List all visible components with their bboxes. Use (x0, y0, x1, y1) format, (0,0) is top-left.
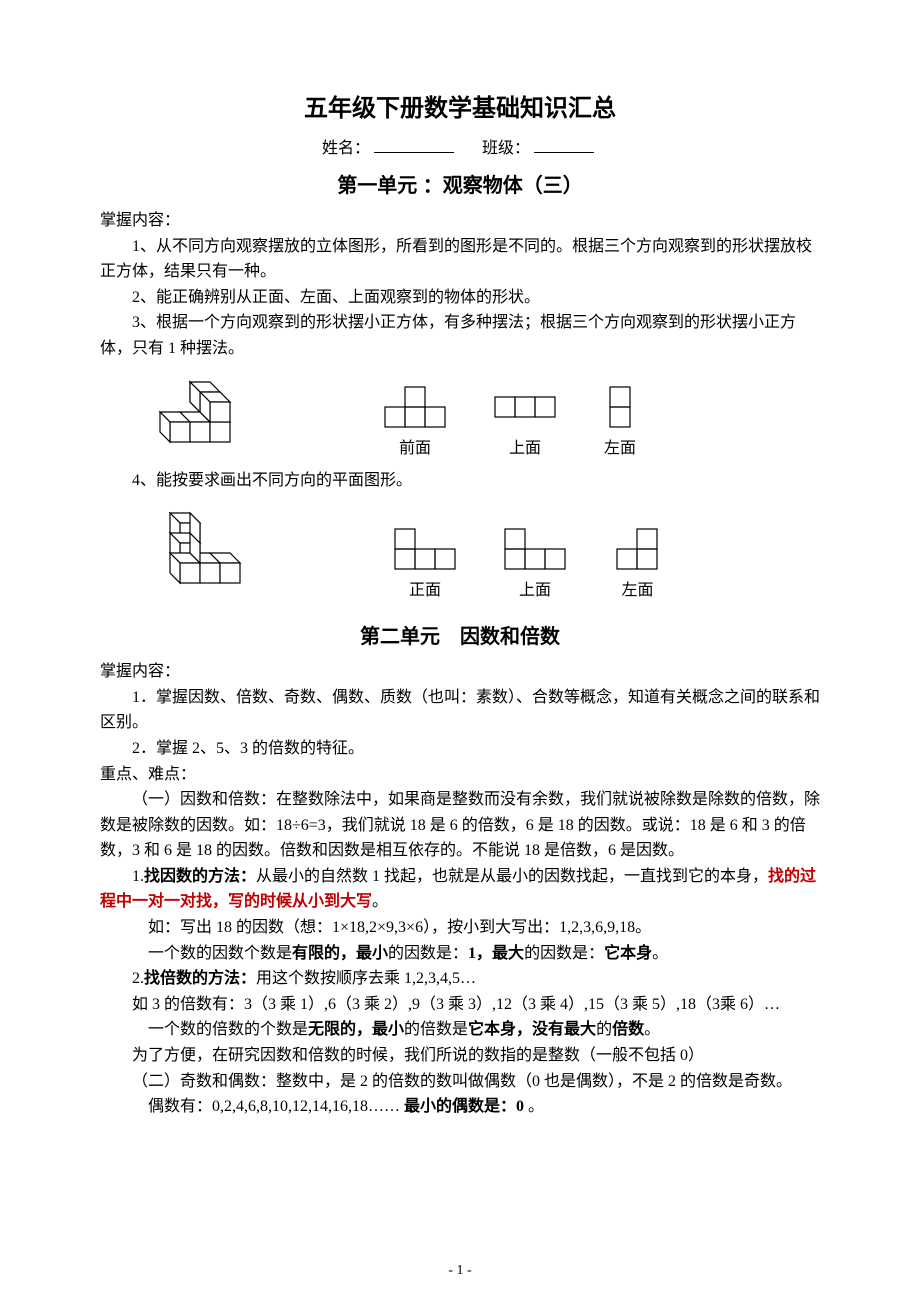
u1-p1: 1、从不同方向观察摆放的立体图形，所看到的图形是不同的。根据三个方向观察到的形状… (100, 234, 820, 285)
u2-p6e: 的因数是： (524, 945, 604, 962)
u1-p3: 3、根据一个方向观察到的形状摆小正方体，有多种摆法；根据三个方向观察到的形状摆小… (100, 310, 820, 361)
figure-row-1: 前面 上面 左面 (130, 372, 820, 462)
caption-left-1: 左面 (600, 436, 640, 462)
u2-p11: （二）奇数和偶数：整数中，是 2 的倍数的数叫做偶数（0 也是偶数），不是 2 … (100, 1069, 820, 1095)
caption-top-2: 上面 (500, 578, 570, 604)
left-view-2: 左面 (610, 524, 665, 604)
u2-p3: （一）因数和倍数：在整数除法中，如果商是整数而没有余数，我们就说被除数是除数的倍… (100, 787, 820, 864)
page: 五年级下册数学基础知识汇总 姓名： 班级： 第一单元 ：观察物体（三） 掌握内容… (0, 0, 920, 1302)
u2-p9c: 的倍数是 (404, 1021, 468, 1038)
u2-p10: 为了方便，在研究因数和倍数的时候，我们所说的数指的是整数（一般不包括 0） (100, 1043, 820, 1069)
u2-p5: 如：写出 18 的因数（想：1×18,2×9,3×6），按小到大写出：1,2,3… (100, 915, 820, 941)
u2-p12a: 偶数有：0,2,4,6,8,10,12,14,16,18…… (148, 1098, 404, 1115)
u2-p6a: 一个数的因数个数是 (148, 945, 292, 962)
unit2-title: 第二单元 因数和倍数 (100, 621, 820, 653)
3d-figure-1 (130, 372, 270, 462)
u2-p12: 偶数有：0,2,4,6,8,10,12,14,16,18…… 最小的偶数是：0 … (100, 1094, 820, 1120)
u2-p4a: 1. (132, 868, 144, 885)
u2-p6: 一个数的因数个数是有限的，最小的因数是：1，最大的因数是：它本身。 (100, 941, 820, 967)
u2-p6f: 它本身 (604, 945, 652, 962)
3d-figure-2 (130, 503, 280, 603)
u2-p2: 2．掌握 2、5、3 的倍数的特征。 (100, 736, 820, 762)
u2-p9f: 倍数 (612, 1021, 644, 1038)
u2-p6g: 。 (652, 945, 668, 962)
u2-p6b: 有限的，最小 (292, 945, 388, 962)
left-view-1: 左面 (600, 382, 640, 462)
u2-p9d: 它本身，没有最大 (468, 1021, 596, 1038)
name-class-line: 姓名： 班级： (100, 136, 820, 162)
u1-p4: 4、能按要求画出不同方向的平面图形。 (100, 468, 820, 494)
class-label: 班级： (482, 140, 530, 157)
u2-p12b: 最小的偶数是：0 (404, 1098, 528, 1115)
u2-p7c: 用这个数按顺序去乘 1,2,3,4,5… (256, 970, 476, 987)
u2-p4c: 从最小的自然数 1 找起，也就是从最小的因数找起，一直找到它的本身， (256, 868, 768, 885)
caption-front-1: 前面 (380, 436, 450, 462)
u2-p7a: 2. (132, 970, 144, 987)
u2-p9a: 一个数的倍数的个数是 (148, 1021, 308, 1038)
u2-p4b: 找因数的方法： (144, 868, 256, 885)
u2-p6d: 1，最大 (468, 945, 524, 962)
section-content-1: 掌握内容： (100, 208, 820, 234)
caption-left-2: 左面 (610, 578, 665, 604)
u2-p7: 2.找倍数的方法：用这个数按顺序去乘 1,2,3,4,5… (100, 966, 820, 992)
u1-p2: 2、能正确辨别从正面、左面、上面观察到的物体的形状。 (100, 285, 820, 311)
u2-p9e: 的 (596, 1021, 612, 1038)
u2-p4: 1.找因数的方法：从最小的自然数 1 找起，也就是从最小的因数找起，一直找到它的… (100, 864, 820, 915)
name-label: 姓名： (322, 140, 370, 157)
u2-p1: 1．掌握因数、倍数、奇数、偶数、质数（也叫：素数）、合数等概念，知道有关概念之间… (100, 685, 820, 736)
front-view-1: 前面 (380, 382, 450, 462)
caption-front-2: 正面 (390, 578, 460, 604)
u2-p6c: 的因数是： (388, 945, 468, 962)
u2-p8: 如 3 的倍数有：3（3 乘 1）,6（3 乘 2）,9（3 乘 3）,12（3… (100, 992, 820, 1018)
u2-p4e: 。 (372, 893, 388, 910)
section-difficulty: 重点、难点： (100, 762, 820, 788)
u2-p12c: 。 (528, 1098, 544, 1115)
caption-top-1: 上面 (490, 436, 560, 462)
u2-p9: 一个数的倍数的个数是无限的，最小的倍数是它本身，没有最大的倍数。 (100, 1017, 820, 1043)
figure-row-2: 正面 上面 左面 (130, 503, 820, 603)
class-blank[interactable] (534, 136, 594, 153)
top-view-2: 上面 (500, 524, 570, 604)
unit1-title: 第一单元 ：观察物体（三） (100, 170, 820, 202)
section-content-2: 掌握内容： (100, 659, 820, 685)
u2-p7b: 找倍数的方法： (144, 970, 256, 987)
top-view-1: 上面 (490, 382, 560, 462)
main-title: 五年级下册数学基础知识汇总 (100, 90, 820, 128)
u2-p9b: 无限的，最小 (308, 1021, 404, 1038)
name-blank[interactable] (374, 136, 454, 153)
page-number: - 1 - (0, 1260, 920, 1282)
front-view-2: 正面 (390, 524, 460, 604)
u2-p9g: 。 (644, 1021, 660, 1038)
